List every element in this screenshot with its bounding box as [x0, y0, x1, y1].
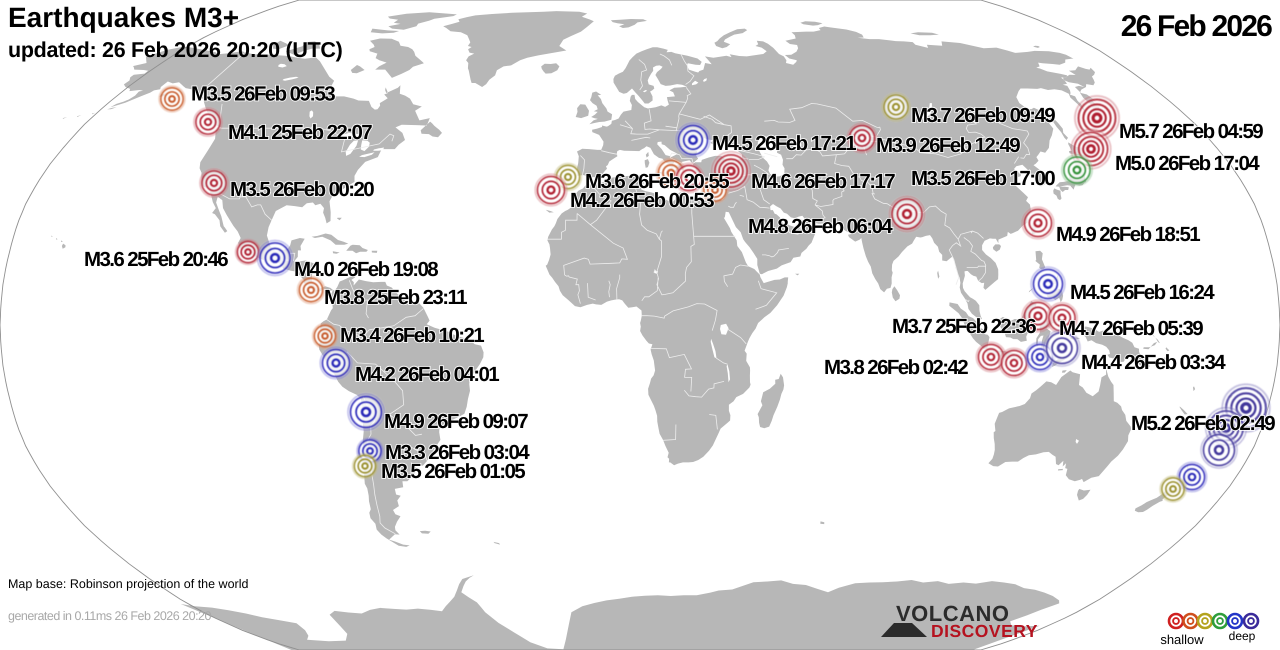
svg-text:M4.5 26Feb 17:21: M4.5 26Feb 17:21: [712, 132, 856, 155]
svg-text:M5.7 26Feb 04:59: M5.7 26Feb 04:59: [1119, 120, 1263, 143]
svg-text:M4.4 26Feb 03:34: M4.4 26Feb 03:34: [1081, 351, 1226, 374]
svg-text:M3.5 26Feb 17:00: M3.5 26Feb 17:00: [911, 167, 1055, 190]
svg-text:generated in 0.11ms 26 Feb 202: generated in 0.11ms 26 Feb 2026 20:20: [8, 609, 212, 623]
svg-text:M4.1 25Feb 22:07: M4.1 25Feb 22:07: [228, 121, 372, 144]
svg-text:M3.8 26Feb 02:42: M3.8 26Feb 02:42: [824, 356, 968, 379]
svg-text:M4.9 26Feb 18:51: M4.9 26Feb 18:51: [1056, 223, 1200, 246]
svg-text:M3.7 25Feb 22:36: M3.7 25Feb 22:36: [892, 315, 1036, 338]
svg-text:M4.9 26Feb 09:07: M4.9 26Feb 09:07: [384, 410, 528, 433]
svg-text:M3.5 26Feb 00:20: M3.5 26Feb 00:20: [230, 178, 374, 201]
svg-text:Earthquakes M3+: Earthquakes M3+: [8, 2, 239, 33]
svg-text:M4.8 26Feb 06:04: M4.8 26Feb 06:04: [748, 215, 893, 238]
svg-text:M3.3 26Feb 03:04: M3.3 26Feb 03:04: [385, 441, 530, 464]
svg-text:VOLCANO: VOLCANO: [896, 601, 1010, 626]
svg-text:M3.5 26Feb 01:05: M3.5 26Feb 01:05: [381, 460, 525, 483]
svg-text:M5.2 26Feb 02:49: M5.2 26Feb 02:49: [1131, 412, 1275, 435]
svg-text:M4.2 26Feb 04:01: M4.2 26Feb 04:01: [355, 363, 499, 386]
svg-text:M3.8 25Feb 23:11: M3.8 25Feb 23:11: [324, 286, 467, 309]
svg-text:M3.7 26Feb 09:49: M3.7 26Feb 09:49: [911, 104, 1055, 127]
svg-text:M3.4 26Feb 10:21: M3.4 26Feb 10:21: [340, 324, 484, 347]
svg-text:M3.9 26Feb 12:49: M3.9 26Feb 12:49: [876, 134, 1020, 157]
svg-text:M4.7 26Feb 05:39: M4.7 26Feb 05:39: [1059, 317, 1203, 340]
svg-text:M3.6 25Feb 20:46: M3.6 25Feb 20:46: [84, 248, 228, 271]
svg-text:M3.5 26Feb 09:53: M3.5 26Feb 09:53: [191, 83, 335, 106]
svg-text:Map base: Robinson projection: Map base: Robinson projection of the wor…: [8, 577, 248, 591]
svg-text:M4.2 26Feb 00:53: M4.2 26Feb 00:53: [570, 189, 714, 212]
svg-text:M3.6 26Feb 20:55: M3.6 26Feb 20:55: [585, 170, 729, 193]
svg-text:M4.6 26Feb 17:17: M4.6 26Feb 17:17: [751, 170, 895, 193]
svg-text:DISCOVERY: DISCOVERY: [931, 621, 1038, 641]
svg-text:deep: deep: [1229, 629, 1256, 643]
svg-text:M4.5 26Feb 16:24: M4.5 26Feb 16:24: [1070, 281, 1215, 304]
svg-text:updated: 26 Feb 2026 20:20 (UT: updated: 26 Feb 2026 20:20 (UTC): [8, 38, 343, 62]
svg-text:M5.0 26Feb 17:04: M5.0 26Feb 17:04: [1115, 152, 1260, 175]
svg-text:26 Feb 2026: 26 Feb 2026: [1121, 10, 1272, 43]
svg-text:shallow: shallow: [1160, 632, 1204, 647]
svg-text:M4.0 26Feb 19:08: M4.0 26Feb 19:08: [294, 258, 438, 281]
